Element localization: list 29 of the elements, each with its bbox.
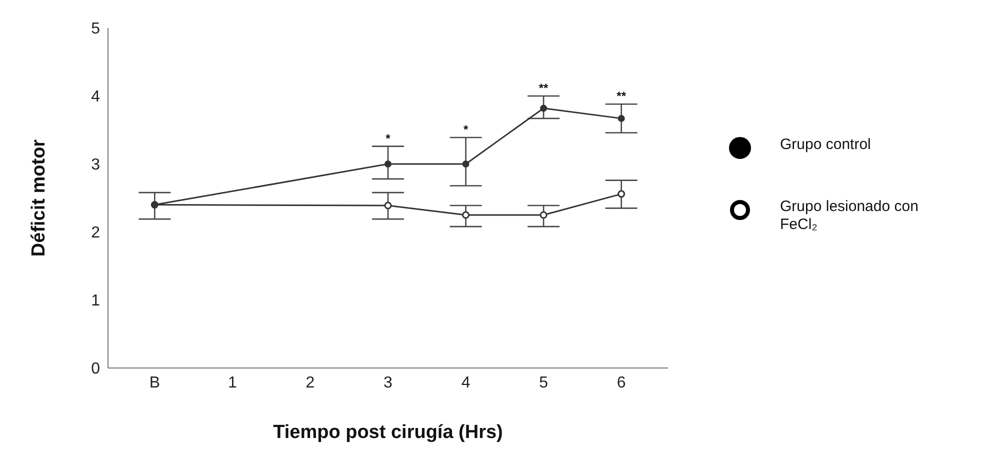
y-tick-label: 5	[91, 20, 100, 38]
point	[384, 160, 392, 168]
x-tick-label: 3	[384, 374, 393, 392]
point	[618, 114, 625, 122]
x-tick-label: 2	[306, 374, 315, 392]
annotation: *	[386, 131, 391, 146]
x-tick-label: 6	[616, 374, 626, 392]
x-tick-label: B	[149, 374, 160, 392]
text: Grupo lesionado con FeCl₂	[780, 198, 920, 234]
y-tick-label: 0	[91, 360, 100, 378]
y-axis-title: Déficit motor	[28, 138, 50, 257]
annotation: *	[463, 122, 468, 136]
annotation: **	[538, 81, 549, 95]
y-tick-label: 3	[91, 156, 100, 174]
point	[462, 160, 470, 168]
y-tick-label: 2	[91, 224, 100, 242]
point	[540, 211, 548, 219]
point	[462, 211, 470, 219]
point	[618, 190, 626, 198]
text: Grupo control	[780, 136, 872, 154]
y-tick-label: 1	[91, 292, 100, 310]
x-tick-label: 4	[461, 374, 470, 392]
x-axis-title: Tiempo post cirugía (Hrs)	[273, 422, 503, 443]
point	[540, 104, 548, 112]
x-tick-label: 5	[539, 374, 548, 392]
y-tick-label: 4	[91, 88, 100, 106]
x-tick-label: 1	[228, 374, 237, 392]
point	[384, 202, 392, 210]
annotation: **	[616, 89, 626, 104]
